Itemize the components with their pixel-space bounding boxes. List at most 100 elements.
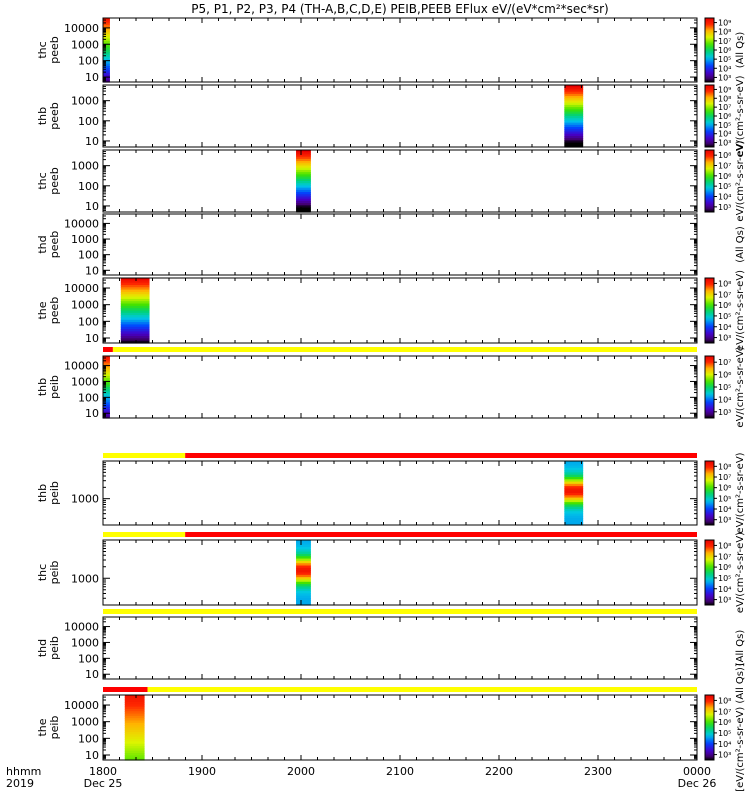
- spectrogram-cell: [296, 542, 311, 546]
- spectrogram-cell: [120, 322, 150, 326]
- spectrogram-cell: [296, 595, 311, 599]
- spectrogram-cell: [124, 727, 145, 731]
- spectrogram-cell: [103, 404, 110, 408]
- spectrogram-cell: [296, 167, 311, 171]
- y-tick-label: 10000: [64, 699, 99, 712]
- colorbar-gradient: [704, 694, 715, 761]
- spectrogram-cell: [296, 567, 311, 571]
- spectrogram-cell: [564, 107, 584, 110]
- y-tick-label: 10000: [64, 217, 99, 230]
- spectrogram-cell: [564, 511, 584, 515]
- spectrogram-cell: [103, 373, 110, 377]
- spectrogram-cell: [296, 553, 311, 557]
- spectrogram-cell: [103, 18, 110, 21]
- panel-product-label: peib: [48, 375, 61, 399]
- colorbar-tick-label: 10⁵: [718, 494, 731, 503]
- colorbar-the-peeb: 10³ 10⁴ 10⁵ 10⁶ 10⁷ 10⁸: [704, 277, 731, 344]
- flag-segment: [185, 453, 698, 458]
- flag-bar-3: [103, 609, 697, 614]
- spectrogram-cell: [124, 741, 145, 745]
- spectrogram-cell: [103, 356, 110, 359]
- y-tick-label: 100: [78, 391, 99, 404]
- colorbar-tick-label: 10³: [718, 408, 731, 417]
- colorbar-tick-label: 10⁸: [718, 696, 731, 705]
- spectrogram-cell: [103, 369, 110, 373]
- y-tick-label: 1000: [71, 95, 99, 108]
- spectrogram-cell: [564, 100, 584, 104]
- spectrogram-cell: [124, 708, 145, 712]
- spectrogram-cell: [103, 31, 110, 35]
- spectrogram-cell: [564, 135, 584, 139]
- spectrogram-cell: [296, 591, 311, 594]
- spectrogram-cell: [120, 291, 150, 295]
- colorbar-tick-label: 10⁶: [718, 563, 731, 572]
- y-tick-label: 100: [78, 652, 99, 665]
- spectrogram-cell: [296, 181, 311, 184]
- spectrogram-cell: [103, 27, 110, 31]
- colorbar-tick-label: 10⁶: [718, 46, 731, 55]
- spectrogram-cell: [296, 565, 311, 569]
- spectrogram-cell: [103, 77, 110, 81]
- panel-frame: [102, 149, 698, 213]
- spectrogram-cell: [103, 391, 110, 395]
- data-block-thc-peib-0: [296, 540, 311, 606]
- colorbar-tick-label: 10⁶: [718, 112, 731, 121]
- panel-frame: [102, 84, 698, 148]
- spectrogram-cell: [296, 176, 311, 180]
- spectrogram-cell: [103, 50, 110, 53]
- y-tick-label: 100: [78, 315, 99, 328]
- spectrogram-cell: [564, 504, 584, 508]
- spectrogram-cell: [120, 301, 150, 305]
- x-tick-date-label: Dec 26: [678, 777, 717, 790]
- spectrogram-cell: [120, 308, 150, 312]
- panel-product-label: peeb: [48, 167, 61, 195]
- spectrogram-cell: [296, 185, 311, 189]
- panel-the-peeb: 10 100 1000 10000 the peeb 10³ 10⁴ 10⁵ 10⁶ 10⁷ 10⁸ e…: [36, 270, 746, 351]
- spectrogram-cell: [103, 378, 110, 381]
- x-tick-label: 0000: [683, 765, 711, 778]
- spectrogram-cell: [296, 161, 311, 164]
- spectrogram-cell: [296, 551, 311, 555]
- spectrogram-cell: [564, 124, 584, 128]
- y-tick-label: 100: [78, 732, 99, 745]
- spectrogram-cell: [103, 387, 110, 390]
- spectrogram-cell: [296, 209, 311, 213]
- colorbar-units-label: (All Qs): [735, 630, 746, 667]
- flag-segment: [103, 687, 148, 692]
- panel-probe-label: thd: [36, 639, 49, 657]
- spectrogram-cell: [296, 574, 311, 578]
- spectrogram-cell: [564, 497, 584, 501]
- spectrogram-cell: [124, 706, 145, 710]
- spectrogram-cell: [124, 757, 145, 761]
- spectrogram-cell: [103, 367, 110, 370]
- colorbar-tick-label: 10⁵: [718, 121, 731, 130]
- spectrogram-cell: [564, 465, 584, 469]
- colorbar-tick-label: 10³: [718, 139, 731, 148]
- spectrogram-cell: [296, 152, 311, 156]
- spectrogram-cell: [296, 593, 311, 597]
- y-tick-label: 10: [85, 407, 99, 420]
- colorbar-gradient: [704, 539, 715, 606]
- y-tick-label: 100: [78, 55, 99, 68]
- spectrogram-cell: [296, 200, 311, 204]
- spectrogram-cell: [103, 384, 110, 388]
- colorbar-tick-label: 10⁷: [718, 473, 731, 482]
- panel-probe-label: the: [36, 301, 49, 319]
- chart-title: P5, P1, P2, P3, P4 (TH-A,B,C,D,E) PEIB,P…: [191, 2, 608, 16]
- y-tick-label: 1000: [71, 375, 99, 388]
- panel-product-label: peeb: [48, 297, 61, 325]
- spectrogram-cell: [103, 38, 110, 42]
- spectrogram-cell: [296, 189, 311, 193]
- spectrogram-cell: [296, 174, 311, 178]
- spectrogram-cell: [296, 172, 311, 175]
- spectrogram-cell: [103, 24, 110, 28]
- spectrogram-cell: [564, 91, 584, 95]
- spectrogram-cell: [124, 711, 145, 715]
- spectrogram-cell: [564, 520, 584, 524]
- colorbar-tick-label: 10³: [718, 516, 731, 525]
- spectrogram-cell: [564, 470, 584, 474]
- data-block-thb-peib-0: [103, 356, 110, 419]
